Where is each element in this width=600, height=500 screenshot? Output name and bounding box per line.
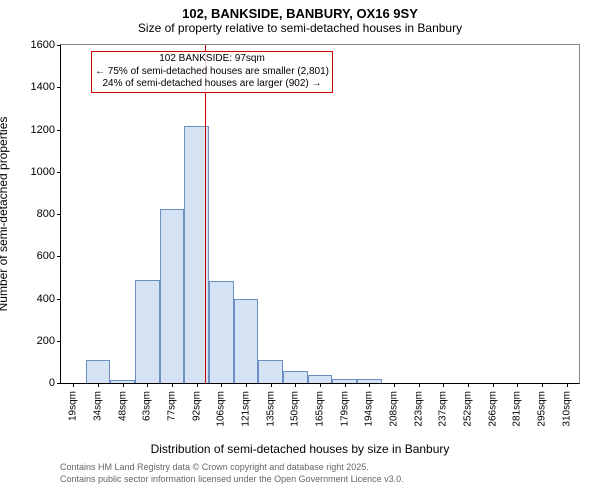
- y-tick-label: 800: [21, 208, 55, 220]
- x-tick-mark: [320, 383, 321, 387]
- y-tick-label: 400: [21, 293, 55, 305]
- x-tick-mark: [123, 383, 124, 387]
- y-tick-label: 1400: [21, 81, 55, 93]
- x-tick-mark: [419, 383, 420, 387]
- y-tick-mark: [57, 45, 61, 46]
- x-tick-mark: [147, 383, 148, 387]
- y-tick-mark: [57, 299, 61, 300]
- y-tick-label: 0: [21, 377, 55, 389]
- y-tick-label: 600: [21, 250, 55, 262]
- x-tick-mark: [517, 383, 518, 387]
- x-tick-mark: [493, 383, 494, 387]
- y-tick-mark: [57, 383, 61, 384]
- x-tick-label: 34sqm: [93, 391, 104, 421]
- x-tick-mark: [542, 383, 543, 387]
- y-tick-mark: [57, 130, 61, 131]
- annotation-line-2: ← 75% of semi-detached houses are smalle…: [95, 66, 329, 79]
- x-tick-label: 295sqm: [537, 391, 548, 427]
- y-tick-label: 1000: [21, 166, 55, 178]
- x-tick-label: 150sqm: [290, 391, 301, 427]
- y-tick-mark: [57, 87, 61, 88]
- bar: [308, 375, 333, 383]
- x-tick-label: 179sqm: [339, 391, 350, 427]
- x-tick-label: 63sqm: [142, 391, 153, 421]
- bar: [234, 299, 259, 384]
- footer-line-2: Contains public sector information licen…: [60, 474, 404, 486]
- bar: [86, 360, 111, 383]
- chart-container: 102, BANKSIDE, BANBURY, OX16 9SY Size of…: [0, 0, 600, 500]
- reference-line: [205, 45, 206, 383]
- y-tick-label: 200: [21, 335, 55, 347]
- x-tick-mark: [443, 383, 444, 387]
- bar: [258, 360, 283, 383]
- y-axis-label: Number of semi-detached properties: [0, 117, 10, 312]
- bar: [209, 281, 234, 383]
- x-tick-mark: [468, 383, 469, 387]
- x-tick-label: 223sqm: [413, 391, 424, 427]
- y-tick-mark: [57, 341, 61, 342]
- annotation-line-1: 102 BANKSIDE: 97sqm: [95, 53, 329, 66]
- bar: [283, 371, 308, 383]
- y-tick-mark: [57, 172, 61, 173]
- x-tick-mark: [98, 383, 99, 387]
- x-tick-mark: [271, 383, 272, 387]
- x-tick-label: 237sqm: [438, 391, 449, 427]
- annotation-line-3: 24% of semi-detached houses are larger (…: [95, 78, 329, 91]
- x-tick-mark: [246, 383, 247, 387]
- footer-line-1: Contains HM Land Registry data © Crown c…: [60, 462, 404, 474]
- y-tick-label: 1600: [21, 39, 55, 51]
- bar: [160, 209, 185, 383]
- chart-subtitle: Size of property relative to semi-detach…: [0, 21, 600, 39]
- x-tick-mark: [369, 383, 370, 387]
- annotation-box: 102 BANKSIDE: 97sqm← 75% of semi-detache…: [91, 51, 333, 93]
- x-tick-mark: [295, 383, 296, 387]
- x-tick-mark: [221, 383, 222, 387]
- x-tick-label: 165sqm: [315, 391, 326, 427]
- x-tick-mark: [73, 383, 74, 387]
- x-tick-label: 281sqm: [512, 391, 523, 427]
- x-tick-label: 77sqm: [167, 391, 178, 421]
- x-tick-label: 48sqm: [117, 391, 128, 421]
- y-tick-mark: [57, 214, 61, 215]
- plot-area: 0200400600800100012001400160019sqm34sqm4…: [60, 44, 580, 384]
- x-tick-label: 310sqm: [561, 391, 572, 427]
- x-tick-mark: [172, 383, 173, 387]
- chart-footer: Contains HM Land Registry data © Crown c…: [60, 462, 404, 485]
- x-axis-label: Distribution of semi-detached houses by …: [0, 442, 600, 456]
- x-tick-mark: [345, 383, 346, 387]
- x-tick-mark: [567, 383, 568, 387]
- chart-title: 102, BANKSIDE, BANBURY, OX16 9SY: [0, 0, 600, 21]
- y-tick-mark: [57, 256, 61, 257]
- x-tick-label: 106sqm: [216, 391, 227, 427]
- x-tick-label: 252sqm: [463, 391, 474, 427]
- x-tick-label: 208sqm: [389, 391, 400, 427]
- y-tick-label: 1200: [21, 124, 55, 136]
- x-tick-label: 266sqm: [487, 391, 498, 427]
- x-tick-label: 194sqm: [364, 391, 375, 427]
- x-tick-label: 121sqm: [241, 391, 252, 427]
- x-tick-label: 92sqm: [191, 391, 202, 421]
- x-tick-mark: [197, 383, 198, 387]
- x-tick-label: 19sqm: [68, 391, 79, 421]
- bar: [135, 280, 160, 384]
- x-tick-mark: [394, 383, 395, 387]
- x-tick-label: 135sqm: [265, 391, 276, 427]
